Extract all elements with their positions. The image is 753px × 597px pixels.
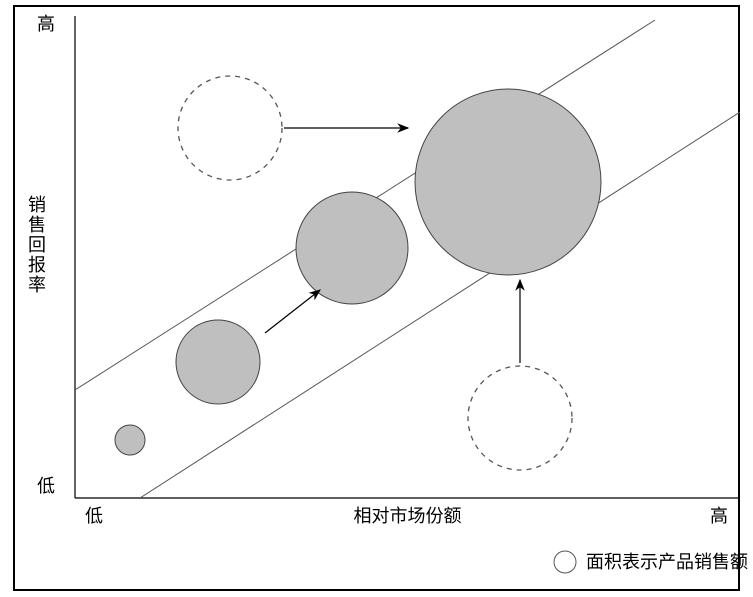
legend-text: 面积表示产品销售额 — [586, 552, 748, 572]
y-axis-high-label: 高 — [37, 14, 55, 34]
y-axis-title: 销售回报率 — [23, 195, 49, 295]
bubble-filled-0 — [115, 425, 145, 455]
y-axis-low-label: 低 — [37, 476, 55, 496]
chart-canvas: 高 低 低 高 相对市场份额 面积表示产品销售额 销售回报率 — [0, 0, 753, 597]
x-axis-low-label: 低 — [85, 506, 103, 526]
x-axis-high-label: 高 — [710, 506, 728, 526]
bubble-filled-1 — [176, 320, 260, 404]
x-axis-title: 相对市场份额 — [354, 506, 462, 526]
bubble-filled-2 — [296, 192, 408, 304]
bubble-filled-3 — [415, 89, 601, 275]
chart-svg: 高 低 低 高 相对市场份额 面积表示产品销售额 — [0, 0, 753, 597]
